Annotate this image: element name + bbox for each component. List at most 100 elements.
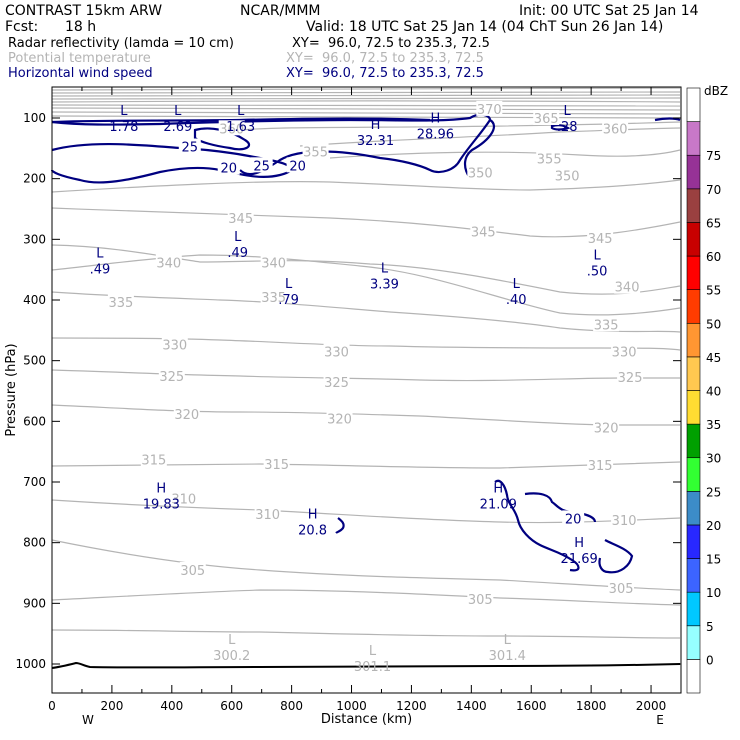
theta-contour-line [51, 291, 681, 333]
y-tick-label: 300 [23, 232, 46, 246]
theta-contour-label: 325 [324, 376, 349, 391]
wind-contour-right-blob [550, 124, 571, 131]
theta-contour-line [239, 121, 681, 131]
theta-contour-label: 355 [537, 153, 562, 168]
colorbar-level-label: 65 [706, 216, 721, 230]
theta-label-bg [467, 164, 494, 180]
theta-contour-line [299, 127, 681, 147]
theta-contour-label: 365 [534, 112, 559, 127]
fcst-value: 18 h [65, 19, 97, 35]
theta-contour-line [329, 149, 681, 159]
wind-extremum-type: H [493, 481, 503, 496]
wind-label-bg [250, 157, 273, 173]
east-label: E [656, 713, 664, 727]
plot-frame [51, 86, 682, 694]
field-theta-name: Potential temperature [8, 51, 151, 66]
theta-contour-label: 360 [219, 122, 244, 137]
wind-extremum-value: 21.69 [561, 552, 598, 567]
theta-label-bg [602, 120, 629, 136]
colorbar-level-label: 45 [706, 351, 721, 365]
y-tick-label: 800 [23, 536, 46, 550]
org-label: NCAR/MMM [240, 3, 321, 19]
wind-contour-label: 20 [289, 159, 306, 174]
theta-contour-label: 345 [471, 225, 496, 240]
theta-label-bg [170, 490, 197, 506]
theta-label-bg [614, 278, 641, 294]
x-tick-label: 1800 [576, 699, 607, 713]
theta-extremum-value: 300.2 [213, 649, 250, 664]
theta-extremum-type: L [369, 644, 377, 659]
theta-label-bg [611, 512, 638, 528]
colorbar-box [686, 659, 701, 694]
theta-contour-label: 310 [255, 508, 280, 523]
theta-contour-line [51, 254, 681, 316]
colorbar-level-label: 55 [706, 284, 721, 298]
field-reflectivity-xy: XY= 96.0, 72.5 to 235.3, 72.5 [292, 36, 490, 51]
theta-contour-line [51, 369, 680, 382]
theta-label-bg [263, 455, 290, 471]
colorbar-level-label: 70 [706, 183, 721, 197]
x-tick-label: 1600 [516, 699, 547, 713]
wind-contour-low-3 [598, 539, 634, 574]
theta-contour-label: 370 [477, 103, 502, 118]
theta-contour-label: 335 [261, 291, 286, 306]
colorbar-box [686, 154, 701, 190]
theta-label-bg [227, 210, 254, 226]
colorbar-level-label: 50 [706, 317, 721, 331]
wind-contour-outer [51, 113, 492, 176]
x-axis-label: Distance (km) [321, 712, 412, 727]
wind-extremum-type: L [594, 248, 602, 263]
wind-contour-label: 25 [253, 159, 270, 174]
wind-contour-far-right [654, 117, 681, 122]
wind-extremum-type: L [564, 104, 572, 119]
theta-label-bg [467, 591, 494, 607]
theta-label-bg [608, 580, 635, 596]
theta-contour-label: 320 [327, 412, 352, 427]
x-tick-label: 800 [280, 699, 303, 713]
colorbar-level-label: 0 [706, 653, 714, 667]
theta-contour-label: 315 [141, 454, 166, 469]
theta-contour-label: 310 [612, 514, 637, 529]
colorbar-box [686, 591, 701, 627]
theta-label-bg [617, 369, 644, 385]
y-axis-label: Pressure (hPa) [4, 343, 19, 436]
y-tick-label: 500 [23, 354, 46, 368]
theta-label-bg [302, 143, 329, 159]
theta-label-bg [587, 457, 614, 473]
theta-contour-label: 315 [588, 459, 613, 474]
colorbar-level-label: 20 [706, 519, 721, 533]
theta-contour-label: 305 [468, 593, 493, 608]
x-tick-label: 2000 [636, 699, 667, 713]
colorbar: 0 5 10 15 20 25 30 35 40 45 50 55 60 65 70 75 dBZ [686, 84, 728, 694]
colorbar-level-label: 75 [706, 149, 721, 163]
theta-label-bg [260, 254, 287, 270]
surface-pressure-line [51, 661, 681, 669]
colorbar-box [686, 524, 701, 559]
y-tick-label: 600 [23, 414, 46, 428]
wind-contours [50, 113, 681, 574]
theta-contour-label: 345 [228, 212, 253, 227]
theta-label-bg [476, 100, 503, 116]
colorbar-level-label: 40 [706, 385, 721, 399]
wind-extremum-value: 28.96 [417, 127, 454, 142]
wind-extremum-type: H [430, 111, 440, 126]
theta-contour-line [51, 96, 681, 100]
x-tick-label: 600 [220, 699, 243, 713]
wind-contour-low-4 [335, 517, 345, 534]
wind-extremum-value: 1.63 [226, 120, 255, 135]
theta-label-bg [533, 110, 560, 125]
y-tick-label: 100 [23, 111, 46, 125]
west-label: W [82, 713, 94, 727]
colorbar-box [686, 188, 701, 223]
init-time: Init: 00 UTC Sat 25 Jan 14 [519, 3, 699, 19]
colorbar-level-label: 35 [706, 418, 721, 432]
theta-contour-line [51, 499, 681, 524]
theta-contour-line [51, 404, 680, 426]
theta-label-bg [323, 343, 350, 359]
y-tick-label: 400 [23, 293, 46, 307]
terrain-surface [51, 661, 681, 669]
theta-contour-line [51, 111, 681, 115]
wind-extremum-type: L [237, 104, 245, 119]
theta-label-bg [326, 410, 353, 426]
